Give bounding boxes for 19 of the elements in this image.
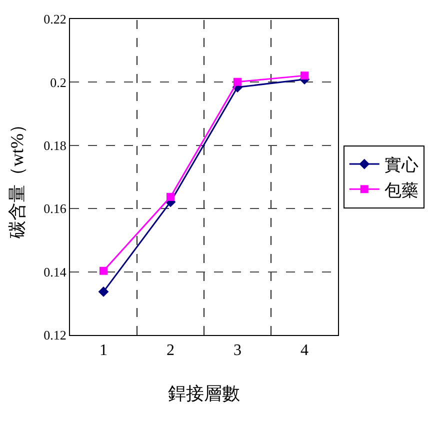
y-tick-label: 0.12 <box>44 328 66 343</box>
x-tick-label: 2 <box>166 342 174 360</box>
point <box>98 286 109 297</box>
y-tick-label: 0.2 <box>50 74 66 90</box>
legend-label: 包藥 <box>384 180 418 200</box>
y-axis-title: 碳含量（wt%） <box>6 116 27 240</box>
y-tick-label: 0.16 <box>44 201 67 216</box>
y-tick-label: 0.22 <box>44 12 66 27</box>
point <box>234 78 242 86</box>
x-tick-label: 4 <box>300 342 308 360</box>
point <box>100 266 108 275</box>
x-tick-label: 3 <box>234 342 242 360</box>
point <box>166 192 174 201</box>
x-axis-title: 銲接層數 <box>168 383 240 404</box>
legend-label: 實心 <box>384 156 418 175</box>
x-tick-label: 1 <box>100 342 108 360</box>
y-tick-label: 0.14 <box>44 264 67 280</box>
point <box>300 72 308 80</box>
y-tick-label: 0.18 <box>44 138 66 153</box>
